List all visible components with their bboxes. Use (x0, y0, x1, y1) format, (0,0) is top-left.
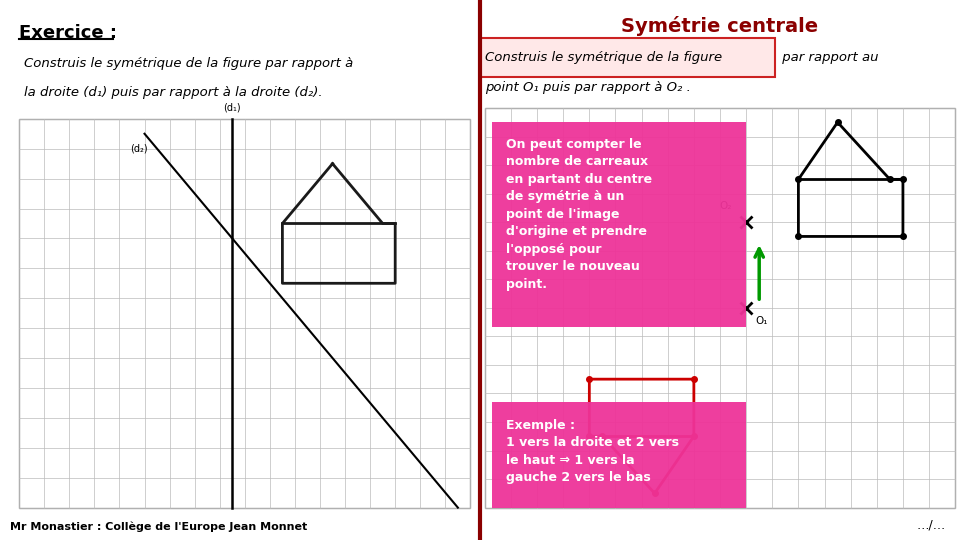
Text: point O₁ puis par rapport à O₂ .: point O₁ puis par rapport à O₂ . (485, 81, 690, 94)
Text: On peut compter le
nombre de carreaux
en partant du centre
de symétrie à un
poin: On peut compter le nombre de carreaux en… (507, 138, 653, 291)
Text: Construis le symétrique de la figure: Construis le symétrique de la figure (485, 51, 722, 64)
FancyBboxPatch shape (492, 402, 747, 508)
Text: Symétrie centrale: Symétrie centrale (621, 16, 819, 36)
Text: (d₁): (d₁) (224, 102, 241, 112)
Text: Exemple :
1 vers la droite et 2 vers
le haut ⇒ 1 vers la
gauche 2 vers le bas: Exemple : 1 vers la droite et 2 vers le … (507, 418, 680, 484)
Text: …/…: …/… (917, 519, 946, 532)
Text: (d₂): (d₂) (130, 143, 147, 153)
Text: par rapport au: par rapport au (778, 51, 878, 64)
Text: Mr Monastier : Collège de l'Europe Jean Monnet: Mr Monastier : Collège de l'Europe Jean … (10, 522, 307, 532)
Text: Construis le symétrique de la figure par rapport à: Construis le symétrique de la figure par… (24, 57, 353, 70)
Text: la droite (d₁) puis par rapport à la droite (d₂).: la droite (d₁) puis par rapport à la dro… (24, 86, 323, 99)
Text: O₁: O₁ (756, 316, 768, 326)
Text: Exercice :: Exercice : (19, 24, 117, 42)
FancyBboxPatch shape (478, 38, 776, 77)
Text: O₂: O₂ (719, 201, 732, 211)
Bar (485, 108, 955, 508)
FancyBboxPatch shape (492, 122, 747, 327)
Bar (19, 119, 470, 508)
